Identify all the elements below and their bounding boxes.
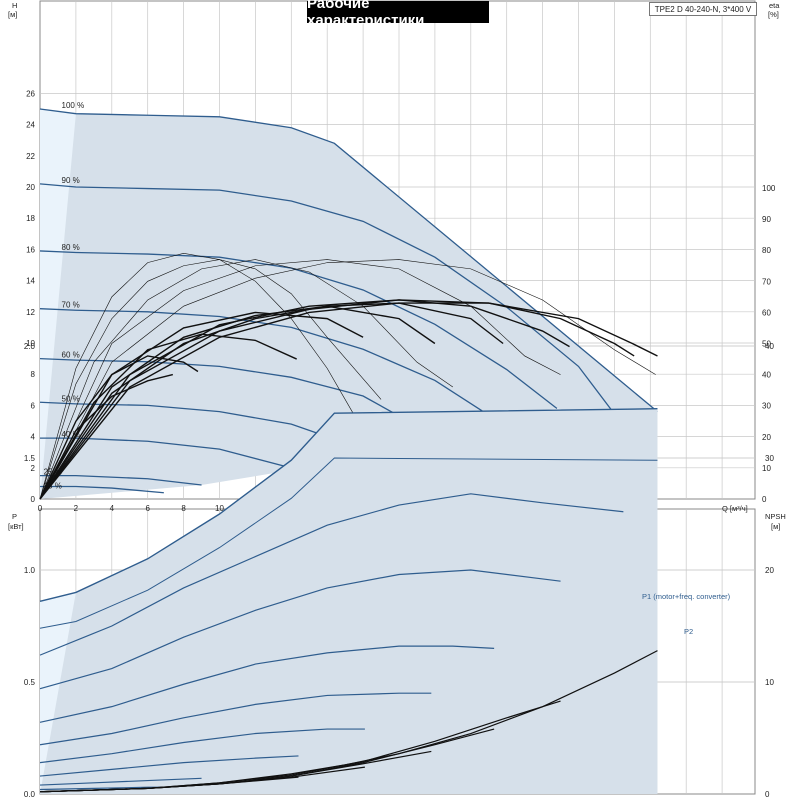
power-curve [39,692,432,746]
y2-tick-label: 20 [762,433,771,442]
efficiency-curve [39,259,454,500]
p-tick-label: 1.0 [24,566,36,575]
y-tick-label: 8 [31,370,36,379]
p-tick-label: 0.5 [24,678,36,687]
npsh-tick-label: 40 [765,342,774,351]
npsh-curve [39,776,299,793]
p2-series-label: P2 [684,627,693,636]
power-curve [39,493,624,656]
head-curve-label: 70 % [62,301,80,310]
y-tick-label: 26 [26,89,35,98]
p-tick-label: 1.5 [24,454,36,463]
y-tick-label: 14 [26,277,35,286]
y-tick-label: 24 [26,121,35,130]
npsh-tick-label: 30 [765,454,774,463]
power-curve [39,755,299,777]
efficiency-curve [39,299,570,500]
head-curve-label: 100 % [62,101,85,110]
y2-tick-label: 100 [762,184,776,193]
p-axis-label: P [12,512,17,521]
y-tick-label: 18 [26,214,35,223]
head-curve-label: 15 % [44,482,62,491]
efficiency-curve [39,373,173,500]
npsh-axis-unit: [м] [771,522,780,531]
y2-axis-label: eta [769,1,780,10]
head-curve-label: 60 % [62,351,80,360]
efficiency-curve [39,305,436,500]
y2-tick-label: 70 [762,277,771,286]
npsh-tick-label: 20 [765,566,774,575]
efficiency-curve [39,333,297,500]
y2-tick-label: 60 [762,308,771,317]
p1-series-label: P1 (motor+freq. converter) [642,592,731,601]
y-tick-label: 6 [31,401,36,410]
npsh-tick-label: 0 [765,790,770,799]
y-tick-label: 4 [31,433,36,442]
x-axis-label: Q [м³/ч] [722,504,748,513]
y2-tick-label: 40 [762,371,771,380]
head-curve [39,108,658,413]
efficiency-curve [39,299,635,500]
x-tick-label: 0 [38,504,43,513]
y2-tick-label: 90 [762,215,771,224]
npsh-axis-label: NPSH [765,512,786,521]
p-tick-label: 2.0 [24,342,36,351]
power-envelope [40,408,658,794]
x-tick-label: 2 [74,504,79,513]
y2-tick-label: 50 [762,340,771,349]
power-curve [39,645,495,723]
y2-tick-label: 30 [762,402,771,411]
efficiency-curve [39,259,382,500]
efficiency-curve [39,259,656,500]
y2-tick-label: 80 [762,246,771,255]
y2-axis-unit: [%] [768,10,779,19]
head-curve-label: 90 % [62,176,80,185]
y-axis-label: H [12,1,17,10]
power-curve [39,728,365,764]
efficiency-curve [39,302,504,500]
y-tick-label: 20 [26,183,35,192]
head-curve-label: 50 % [62,394,80,403]
x-tick-label: 6 [145,504,150,513]
efficiency-curve [39,311,364,500]
head-curve-label: 80 % [62,243,80,252]
x-tick-label: 4 [110,504,115,513]
p-tick-label: 0.0 [24,790,36,799]
y-tick-label: 0 [31,495,36,504]
efficiency-curve [39,253,364,500]
efficiency-curve [39,355,199,500]
efficiency-curve [39,302,658,500]
y-tick-label: 12 [26,308,35,317]
y2-tick-label: 10 [762,464,771,473]
y-axis-unit: [м] [8,10,17,19]
p1-curve [39,408,658,603]
efficiency-curve [39,259,561,500]
p2-curve [39,457,658,629]
x-tick-label: 8 [181,504,186,513]
x-tick-label: 10 [215,504,224,513]
envelope-light-strip [40,109,76,499]
head-curve [39,357,429,433]
chart-title: Рабочие характеристики [307,0,489,29]
power-curve [39,569,561,690]
y-tick-label: 2 [31,464,36,473]
p-axis-unit: [кВт] [8,522,24,531]
power-curve [39,777,202,786]
y2-tick-label: 0 [762,495,767,504]
y-tick-label: 22 [26,152,35,161]
head-curve [40,485,164,494]
y-tick-label: 10 [26,339,35,348]
pump-model-label: TPE2 D 40-240-N, 3*400 V [649,2,757,16]
y-tick-label: 16 [26,245,35,254]
head-curve [39,183,621,422]
npsh-tick-label: 10 [765,678,774,687]
head-curve-label: 40 % [62,430,80,439]
